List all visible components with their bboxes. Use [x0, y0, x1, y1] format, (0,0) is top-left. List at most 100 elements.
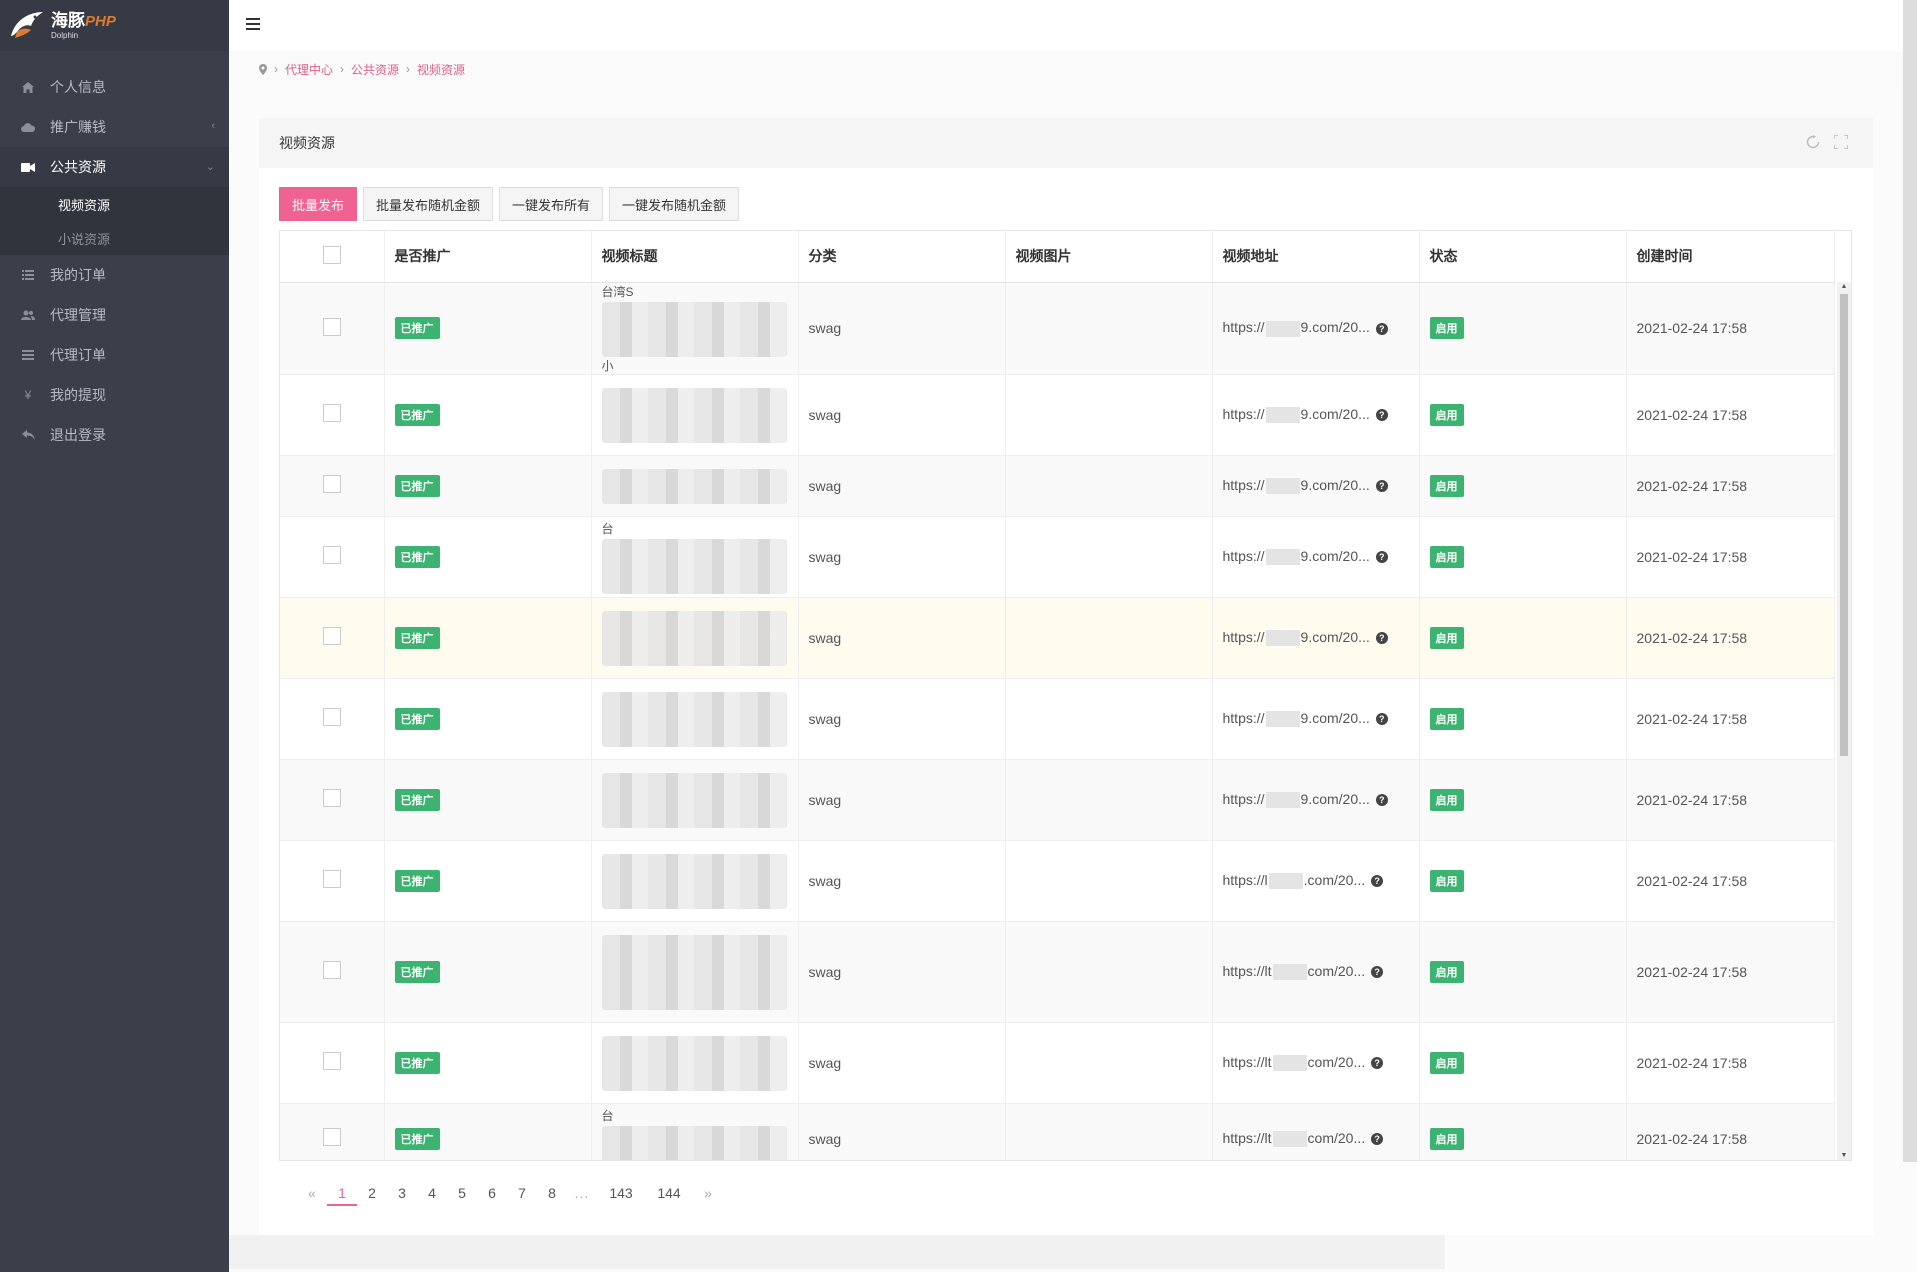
row-checkbox[interactable]	[322, 475, 341, 493]
table-row[interactable]: 已推广 swag https:// 9.com/20...? 启用 2021-02-24 …	[280, 374, 1835, 456]
scroll-thumb[interactable]	[1840, 294, 1848, 756]
submenu-item-video[interactable]: 视频资源	[58, 197, 111, 213]
scroll-down-icon[interactable]: ▼	[1840, 1152, 1848, 1159]
sidebar-item-withdraw[interactable]: ¥ 我的提现	[0, 375, 229, 415]
page-number[interactable]: 5	[458, 1185, 466, 1201]
url-suffix: 9.com/20...	[1300, 547, 1370, 564]
question-circle-icon[interactable]: ?	[1375, 632, 1388, 645]
sidebar-item-promote[interactable]: 推广赚钱 ‹	[0, 107, 229, 147]
question-circle-icon[interactable]: ?	[1375, 713, 1388, 726]
row-checkbox[interactable]	[322, 961, 341, 979]
page-number[interactable]: 1	[327, 1182, 357, 1206]
sidebar-item-label: 我的提现	[50, 387, 106, 403]
menu-toggle-icon[interactable]	[246, 18, 260, 32]
sidebar-item-public-resources[interactable]: 公共资源 ⌄	[0, 147, 229, 187]
breadcrumb-agent-center[interactable]: 代理中心	[285, 62, 334, 77]
page-number[interactable]: 8	[548, 1185, 556, 1201]
table-row[interactable]: 已推广 台湾S 小 swag https:// 9.com/20...? 启用 2021-02…	[280, 282, 1835, 375]
question-circle-icon[interactable]: ?	[1375, 322, 1388, 335]
table-row[interactable]: 已推广 台 swag https:// 9.com/20...? 启用 2021-02-24…	[280, 516, 1835, 598]
question-circle-icon[interactable]: ?	[1375, 409, 1388, 422]
title-text-line2: 小	[601, 358, 614, 373]
submenu-item-novel[interactable]: 小说资源	[58, 231, 111, 247]
page-number[interactable]: 4	[428, 1185, 436, 1201]
column-header[interactable]: 状态	[1419, 231, 1627, 283]
scroll-up-icon[interactable]: ▲	[1840, 283, 1848, 290]
blurred-url	[1265, 630, 1300, 647]
row-checkbox[interactable]	[322, 1128, 341, 1146]
blurred-title	[601, 301, 787, 357]
status-badge: 启用	[1429, 474, 1464, 497]
row-checkbox[interactable]	[322, 789, 341, 807]
sidebar-item-label: 公共资源	[50, 159, 106, 175]
table-row[interactable]: 已推广 swag https:// 9.com/20...? 启用 2021-02-24 …	[280, 597, 1835, 679]
question-circle-icon[interactable]: ?	[1375, 551, 1388, 564]
table-row[interactable]: 已推广 台 swag https://lt com/20...? 启用 2021-02-24…	[280, 1103, 1835, 1160]
logo-text: 海豚PHP Dolphin	[51, 12, 116, 40]
question-circle-icon[interactable]: ?	[1371, 875, 1384, 888]
column-header[interactable]: 视频标题	[591, 231, 799, 283]
page-number[interactable]: 7	[518, 1185, 526, 1201]
table-row[interactable]: 已推广 swag https:// 9.com/20...? 启用 2021-02-24 …	[280, 678, 1835, 760]
table-row[interactable]: 已推广 swag https:// 9.com/20...? 启用 2021-02-24 …	[280, 455, 1835, 517]
table-row[interactable]: 已推广 swag https:// 9.com/20...? 启用 2021-02-24 …	[280, 759, 1835, 841]
page-number[interactable]: 6	[488, 1185, 496, 1201]
column-header[interactable]: 是否推广	[384, 231, 592, 283]
question-circle-icon[interactable]: ?	[1375, 480, 1388, 493]
column-header[interactable]: 视频地址	[1212, 231, 1420, 283]
table-row[interactable]: 已推广 swag https://lt com/20...? 启用 2021-02-24 …	[280, 1022, 1835, 1104]
column-header[interactable]: 视频图片	[1005, 231, 1213, 283]
sidebar-item-agent-orders[interactable]: 代理订单	[0, 335, 229, 375]
url-prefix: https://	[1222, 319, 1265, 336]
select-all-checkbox[interactable]	[322, 245, 341, 264]
publish-all-button[interactable]: 一键发布所有	[499, 187, 604, 221]
window-scrollbar[interactable]	[1903, 0, 1917, 1162]
column-header[interactable]: 分类	[798, 231, 1006, 283]
row-checkbox[interactable]	[322, 708, 341, 726]
question-circle-icon[interactable]: ?	[1371, 1133, 1384, 1146]
column-header[interactable]: 创建时间	[1626, 231, 1835, 283]
page-number[interactable]: 144	[657, 1185, 681, 1201]
table-row[interactable]: 已推广 swag https://l .com/20...? 启用 2021-02-24 …	[280, 840, 1835, 922]
url-cell: https:// 9.com/20...?	[1212, 516, 1420, 598]
sidebar-item-logout[interactable]: 退出登录	[0, 415, 229, 455]
question-circle-icon[interactable]: ?	[1371, 966, 1384, 979]
fullscreen-icon[interactable]	[1833, 134, 1849, 150]
sidebar-item-my-orders[interactable]: 我的订单	[0, 255, 229, 295]
content-card: 视频资源 批量发布 批量发布随机金额 一键发布所有 一键发布随机金额 是否推广	[259, 118, 1873, 1235]
row-checkbox[interactable]	[322, 870, 341, 888]
page-prev[interactable]: «	[308, 1185, 316, 1201]
batch-publish-button[interactable]: 批量发布	[279, 187, 358, 221]
row-select-cell	[280, 759, 385, 841]
sidebar-item-label: 推广赚钱	[50, 119, 106, 135]
page-number[interactable]: 3	[398, 1185, 406, 1201]
table-scrollbar[interactable]: ▲ ▼	[1837, 282, 1851, 1160]
breadcrumb-public-resources[interactable]: 公共资源	[351, 62, 400, 77]
status-cell: 启用	[1419, 455, 1627, 517]
sidebar-item-agent-manage[interactable]: 代理管理	[0, 295, 229, 335]
table-header-row: 是否推广 视频标题 分类 视频图片 视频地址 状态 创建时间	[280, 231, 1835, 283]
page-number[interactable]: 143	[609, 1185, 633, 1201]
row-checkbox[interactable]	[322, 627, 341, 645]
page-ellipsis: ...	[574, 1185, 590, 1201]
page-number[interactable]: 2	[368, 1185, 376, 1201]
row-checkbox[interactable]	[322, 404, 341, 422]
batch-publish-random-button[interactable]: 批量发布随机金额	[363, 187, 494, 221]
refresh-icon[interactable]	[1805, 134, 1821, 150]
row-checkbox[interactable]	[322, 1052, 341, 1070]
breadcrumb-video-resources[interactable]: 视频资源	[417, 62, 466, 77]
blurred-title	[601, 935, 787, 1010]
row-checkbox[interactable]	[322, 546, 341, 564]
sidebar-item-profile[interactable]: 个人信息	[0, 67, 229, 107]
breadcrumb-separator: ›	[340, 62, 345, 76]
page-next[interactable]: »	[704, 1185, 712, 1201]
row-checkbox[interactable]	[322, 317, 341, 336]
question-circle-icon[interactable]: ?	[1371, 1057, 1384, 1070]
question-circle-icon[interactable]: ?	[1375, 794, 1388, 807]
publish-all-random-button[interactable]: 一键发布随机金额	[609, 187, 740, 221]
row-select-cell	[280, 374, 385, 456]
logo[interactable]: 海豚PHP Dolphin	[0, 0, 229, 51]
table-row[interactable]: 已推广 swag https://lt com/20...? 启用 2021-02-24 …	[280, 921, 1835, 1023]
blurred-url	[1265, 478, 1300, 495]
promoted-badge: 已推广	[394, 317, 440, 339]
